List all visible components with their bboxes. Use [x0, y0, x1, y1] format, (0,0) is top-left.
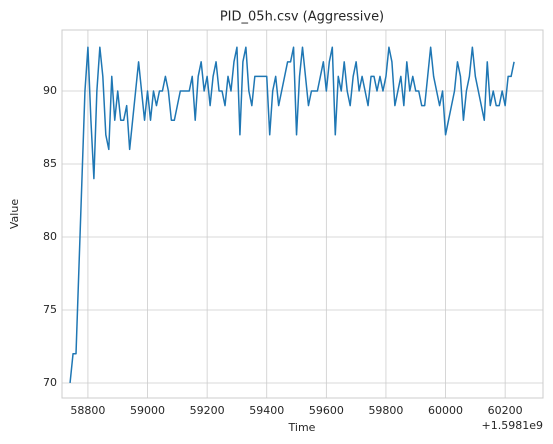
plot-frame	[61, 29, 544, 399]
x-tick-label: 59600	[309, 404, 344, 417]
x-offset-label: +1.5981e9	[482, 419, 543, 432]
x-axis-label: Time	[288, 421, 316, 434]
x-tick-label: 60000	[428, 404, 463, 417]
x-tick-label: 59200	[190, 404, 225, 417]
x-tick-label: 58800	[70, 404, 105, 417]
chart-title: PID_05h.csv (Aggressive)	[220, 10, 384, 25]
y-tick-label: 75	[43, 303, 57, 316]
y-axis-label: Value	[8, 199, 21, 229]
x-tick-label: 59800	[368, 404, 403, 417]
data-line	[69, 46, 515, 384]
y-tick-label: 90	[43, 84, 57, 97]
y-tick-label: 85	[43, 157, 57, 170]
y-tick-label: 70	[43, 376, 57, 389]
y-tick-label: 80	[43, 230, 57, 243]
x-tick-label: 60200	[488, 404, 523, 417]
x-tick-label: 59000	[130, 404, 165, 417]
x-tick-label: 59400	[249, 404, 284, 417]
